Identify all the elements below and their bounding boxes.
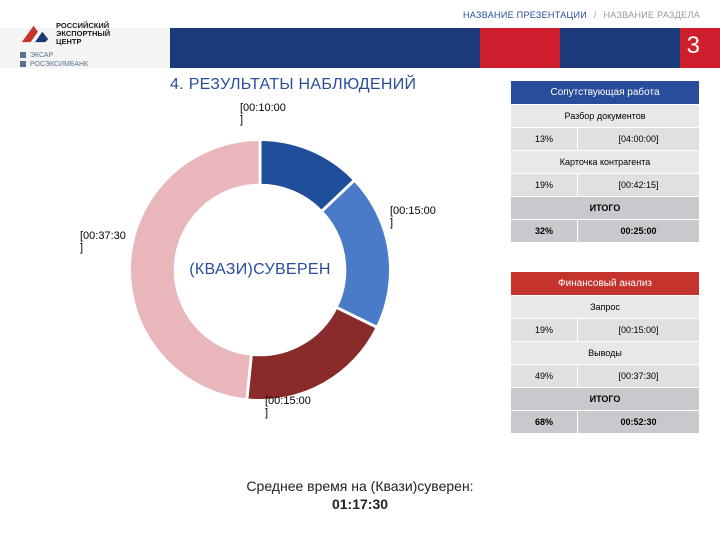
table-cell-pct: 49% [511,365,578,388]
logo-block: РОССИЙСКИЙ ЭКСПОРТНЫЙ ЦЕНТР ЭКСАР РОСЭКС… [20,22,110,68]
donut-slice-label: [00:37:30 ] [80,230,126,254]
logo-text: РОССИЙСКИЙ ЭКСПОРТНЫЙ ЦЕНТР [56,22,110,46]
table-total-label: ИТОГО [511,388,700,411]
donut-slice-label: [00:15:00 ] [390,205,436,229]
table-cell-time: [00:37:30] [578,365,700,388]
table-cell-time: [00:15:00] [578,319,700,342]
donut-chart: (КВАЗИ)СУВЕРЕН [00:10:00 ][00:15:00 ][00… [90,110,430,430]
logo-icon [20,23,50,45]
table-total-pct: 32% [511,220,578,243]
table-row-label: Разбор документов [511,105,700,128]
footer-line1: Среднее время на (Квази)суверен: [246,478,473,494]
tables-block: Сопутствующая работа Разбор документов 1… [510,80,700,462]
table-cell-time: [04:00:00] [578,128,700,151]
table-row-label: Карточка контрагента [511,151,700,174]
table-cell-pct: 13% [511,128,578,151]
table-accompanying-work: Сопутствующая работа Разбор документов 1… [510,80,700,243]
table-cell-pct: 19% [511,319,578,342]
divider: / [594,10,597,20]
donut-slice [247,307,377,400]
donut-slice [321,180,390,327]
sub-logos: ЭКСАР РОСЭКСИМБАНК [20,52,110,68]
donut-center-label: (КВАЗИ)СУВЕРЕН [189,261,330,279]
table-cell-pct: 19% [511,174,578,197]
table-cell-time: [00:42:15] [578,174,700,197]
footer-line2: 01:17:30 [0,496,720,512]
table1-header: Сопутствующая работа [511,81,700,105]
slide-title: 4. РЕЗУЛЬТАТЫ НАБЛЮДЕНИЙ [170,76,416,94]
breadcrumb: НАЗВАНИЕ ПРЕЗЕНТАЦИИ / НАЗВАНИЕ РАЗДЕЛА [463,10,700,20]
section-name: НАЗВАНИЕ РАЗДЕЛА [603,10,700,20]
table-total-time: 00:52:30 [578,411,700,434]
donut-slice-label: [00:15:00 ] [265,395,311,419]
presentation-name: НАЗВАНИЕ ПРЕЗЕНТАЦИИ [463,10,587,20]
table-financial-analysis: Финансовый анализ Запрос 19%[00:15:00] В… [510,271,700,434]
table-row-label: Запрос [511,296,700,319]
donut-slice-label: [00:10:00 ] [240,102,286,126]
page-number: 3 [687,32,700,60]
table-total-pct: 68% [511,411,578,434]
table2-header: Финансовый анализ [511,272,700,296]
table-row-label: Выводы [511,342,700,365]
table-total-label: ИТОГО [511,197,700,220]
footer-summary: Среднее время на (Квази)суверен: 01:17:3… [0,478,720,512]
table-total-time: 00:25:00 [578,220,700,243]
